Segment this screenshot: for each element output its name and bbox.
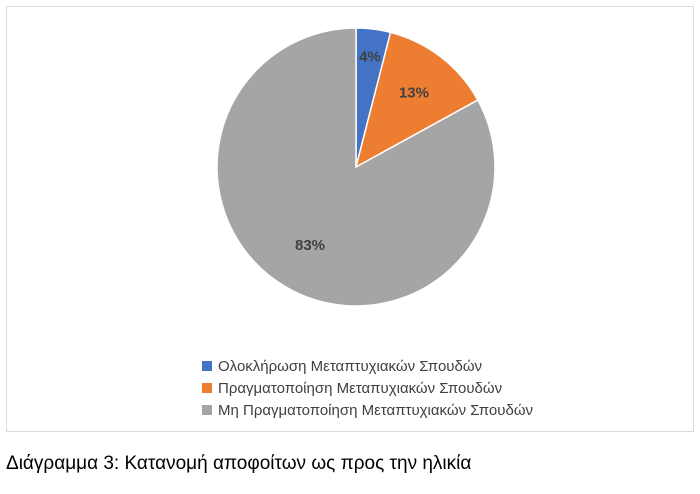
legend-swatch [202, 361, 212, 371]
slice-data-label: 13% [399, 84, 429, 101]
pie-chart: 4% 13% 83% [216, 27, 496, 307]
legend-item: Ολοκλήρωση Μεταπτυχιακών Σπουδών [202, 355, 533, 377]
pie-slice [354, 31, 479, 169]
pie-slice [216, 27, 496, 307]
pie-data-labels: 4% 13% 83% [295, 49, 429, 254]
legend-item: Πραγματοποίηση Μεταπυχιακών Σπουδών [202, 377, 533, 399]
legend-label: Μη Πραγματοποίηση Μεταπτυχιακών Σπουδών [218, 401, 534, 419]
legend-item: Μη Πραγματοποίηση Μεταπτυχιακών Σπουδών [202, 399, 533, 421]
slice-data-label: 4% [359, 49, 381, 66]
legend-label: Ολοκλήρωση Μεταπτυχιακών Σπουδών [218, 357, 483, 375]
pie-slices [216, 27, 496, 307]
chart-frame: 4% 13% 83% Ολοκλήρωση Μεταπτυχιακών Σπουδώ… [6, 6, 694, 432]
legend-label: Πραγματοποίηση Μεταπυχιακών Σπουδών [218, 379, 503, 397]
slice-data-label: 83% [295, 237, 325, 254]
figure-caption: Διάγραμμα 3: Κατανομή αποφοίτων ως προς … [6, 453, 472, 474]
legend-swatch [202, 383, 212, 393]
legend-swatch [202, 405, 212, 415]
chart-legend: Ολοκλήρωση Μεταπτυχιακών Σπουδών Πραγματ… [202, 355, 533, 421]
